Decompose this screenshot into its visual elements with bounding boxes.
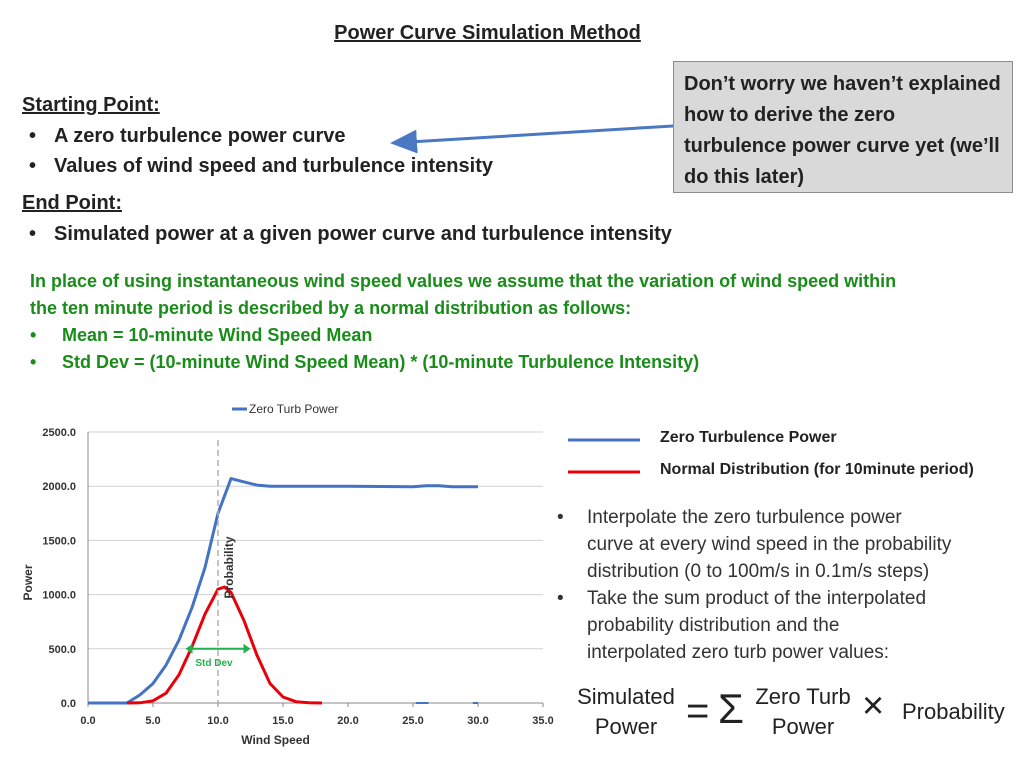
bullet-icon: •: [29, 223, 37, 245]
starting-point-heading: Starting Point:: [22, 94, 160, 116]
callout-note: Don’t worry we haven’t explained how to …: [673, 61, 1013, 193]
chart-series: [88, 477, 478, 705]
assumption-bullet-1: • Mean = 10-minute Wind Speed Mean: [30, 325, 373, 345]
y-tick-label: 2000.0: [42, 481, 76, 493]
legend-normal-label: Normal Distribution (for 10minute period…: [660, 461, 974, 478]
formula-term1: Zero Turb Power: [755, 684, 851, 739]
x-axis-label: Wind Speed: [241, 733, 310, 747]
y-tick-label: 2500.0: [42, 427, 76, 439]
sigma-icon: Σ: [718, 685, 744, 732]
chart-axes: 0.0 500.0 1000.0 1500.0 2000.0 2500.0 0.0 5.0 10…: [21, 402, 554, 747]
formula-lhs: Simulated Power: [577, 684, 675, 739]
assumption-line-2: the ten minute period is described by a …: [30, 298, 632, 318]
assumption-bullet-2: • Std Dev = (10-minute Wind Speed Mean) *…: [30, 352, 700, 372]
x-tick-label: 0.0: [80, 715, 95, 727]
x-tick-label: 20.0: [337, 715, 358, 727]
bullet-icon: •: [29, 155, 37, 177]
std-dev-label: Std Dev: [195, 658, 233, 669]
formula-equals: =: [686, 689, 710, 733]
y-tick-label: 1500.0: [42, 535, 76, 547]
normal-distribution-line: [126, 585, 323, 705]
zero-turb-power-line: [88, 477, 478, 705]
assumption-line-1: In place of using instantaneous wind spe…: [30, 271, 897, 291]
formula-term2: Probability: [902, 699, 1005, 724]
legend-zero-label: Zero Turbulence Power: [660, 429, 837, 446]
probability-label: Probability: [222, 536, 236, 598]
legend-swatches: [568, 438, 640, 474]
starting-item-1: • A zero turbulence power curve: [29, 125, 346, 147]
bullet-icon: •: [557, 507, 564, 528]
y-tick-label: 0.0: [61, 698, 76, 710]
times-icon: ×: [862, 685, 885, 727]
bullet-icon: •: [29, 125, 37, 147]
step-2: • Take the sum product of the interpolat…: [557, 585, 926, 666]
step-1: • Interpolate the zero turbulence power …: [557, 504, 951, 585]
x-tick-label: 35.0: [532, 715, 553, 727]
chart-annotations: Probability Std Dev: [185, 440, 251, 703]
std-dev-arrow-left-icon: [185, 643, 193, 654]
chart-grid: [88, 431, 543, 650]
starting-item-2: • Values of wind speed and turbulence int…: [29, 155, 493, 177]
x-tick-label: 15.0: [272, 715, 293, 727]
bullet-icon: •: [30, 352, 37, 372]
y-tick-label: 500.0: [48, 644, 76, 656]
x-tick-label: 30.0: [467, 715, 488, 727]
std-dev-arrow-right-icon: [243, 643, 251, 654]
chart-legend-label: Zero Turb Power: [249, 402, 338, 416]
y-axis-label: Power: [21, 564, 35, 600]
x-tick-label: 10.0: [207, 715, 228, 727]
bullet-icon: •: [30, 325, 37, 345]
y-tick-label: 1000.0: [42, 590, 76, 602]
end-item-1: • Simulated power at a given power curve …: [29, 223, 672, 245]
bullet-icon: •: [557, 588, 564, 609]
page-title: Power Curve Simulation Method: [334, 22, 641, 44]
callout-arrow: [390, 124, 674, 154]
x-tick-label: 25.0: [402, 715, 423, 727]
x-tick-label: 5.0: [145, 715, 160, 727]
power-curve-chart: 0.0 500.0 1000.0 1500.0 2000.0 2500.0 0.0 5.0 10…: [21, 402, 554, 747]
end-point-heading: End Point:: [22, 192, 122, 214]
